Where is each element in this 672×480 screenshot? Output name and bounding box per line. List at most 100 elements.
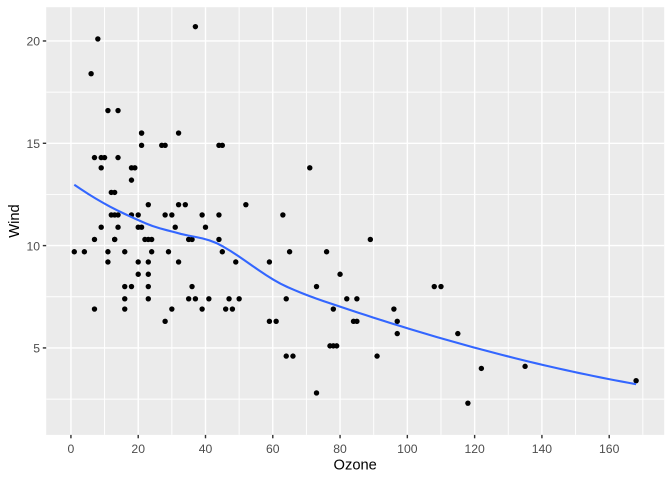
data-point — [236, 296, 242, 302]
data-point — [189, 283, 195, 290]
data-point — [148, 236, 155, 243]
data-point — [313, 390, 320, 396]
smooth-line — [73, 183, 637, 386]
x-tick-label: 40 — [199, 442, 213, 456]
x-axis-title: Ozone — [334, 457, 377, 473]
y-tick-label: 10 — [26, 239, 40, 253]
data-point — [216, 236, 222, 243]
data-point — [145, 271, 151, 277]
data-point — [323, 249, 330, 255]
data-point — [122, 283, 128, 290]
data-point — [199, 306, 205, 312]
data-point — [98, 165, 104, 171]
x-tick-label: 120 — [464, 442, 485, 456]
data-point — [135, 259, 141, 265]
data-point — [122, 306, 128, 312]
data-point — [111, 189, 118, 196]
data-point — [91, 306, 98, 312]
data-point — [307, 165, 313, 171]
x-tick-label: 80 — [333, 442, 347, 456]
data-point — [115, 154, 121, 161]
x-tick-label: 0 — [68, 442, 75, 456]
data-point — [243, 201, 249, 208]
data-point — [431, 283, 437, 290]
data-point — [122, 249, 128, 255]
data-point — [192, 23, 199, 30]
data-point — [169, 306, 175, 312]
data-point — [162, 212, 168, 218]
y-tick-label: 15 — [26, 137, 40, 151]
data-point — [226, 296, 232, 302]
data-point — [159, 142, 165, 149]
data-point — [330, 306, 337, 312]
data-point — [337, 271, 343, 277]
x-tick-label: 60 — [266, 442, 280, 456]
data-point — [162, 318, 168, 325]
data-point — [344, 296, 350, 302]
data-point — [633, 377, 639, 384]
data-point — [202, 224, 209, 230]
data-point — [145, 283, 151, 290]
data-point — [391, 306, 397, 312]
data-point — [128, 283, 135, 290]
data-point — [182, 201, 189, 208]
data-point — [192, 296, 199, 302]
data-point — [71, 249, 77, 255]
data-point — [233, 259, 239, 265]
data-point — [145, 201, 151, 208]
data-point — [111, 236, 118, 243]
data-point — [128, 165, 135, 171]
data-point — [354, 296, 360, 302]
data-point — [280, 212, 286, 218]
data-point — [199, 212, 205, 218]
data-point — [169, 212, 175, 218]
y-axis-title: Wind — [7, 204, 23, 237]
data-point — [465, 400, 471, 406]
data-point — [478, 365, 485, 372]
data-point — [354, 318, 360, 325]
data-point — [172, 224, 178, 230]
data-point — [522, 363, 528, 370]
data-point — [105, 259, 111, 265]
data-point — [138, 142, 145, 149]
data-point — [175, 259, 182, 265]
data-point — [286, 249, 293, 255]
data-point — [266, 259, 273, 265]
data-point — [266, 318, 273, 325]
data-point — [111, 212, 118, 218]
data-point — [122, 296, 128, 302]
data-point — [283, 296, 289, 302]
data-point — [138, 130, 145, 136]
data-point — [330, 343, 337, 349]
data-point — [273, 318, 279, 325]
y-tick-label: 5 — [33, 342, 40, 356]
data-point — [135, 212, 141, 218]
data-point — [222, 306, 229, 312]
data-point — [138, 224, 145, 230]
data-point — [229, 306, 236, 312]
data-point — [185, 296, 192, 302]
data-point — [367, 236, 374, 243]
y-tick-label: 20 — [26, 35, 40, 49]
data-point — [394, 318, 400, 325]
x-tick-label: 20 — [131, 442, 145, 456]
data-point — [115, 224, 121, 230]
data-point — [135, 271, 141, 277]
data-point — [148, 249, 155, 255]
data-point — [95, 36, 101, 42]
x-tick-label: 140 — [532, 442, 553, 456]
data-point — [81, 249, 88, 255]
data-point — [290, 353, 296, 359]
x-tick-label: 160 — [599, 442, 620, 456]
data-point — [189, 236, 195, 243]
data-point — [313, 283, 320, 290]
data-point — [88, 71, 94, 77]
data-point — [145, 296, 151, 302]
data-point — [91, 154, 98, 161]
data-point — [175, 201, 182, 208]
data-point — [91, 236, 98, 243]
data-point — [105, 249, 111, 255]
data-point — [165, 249, 172, 255]
